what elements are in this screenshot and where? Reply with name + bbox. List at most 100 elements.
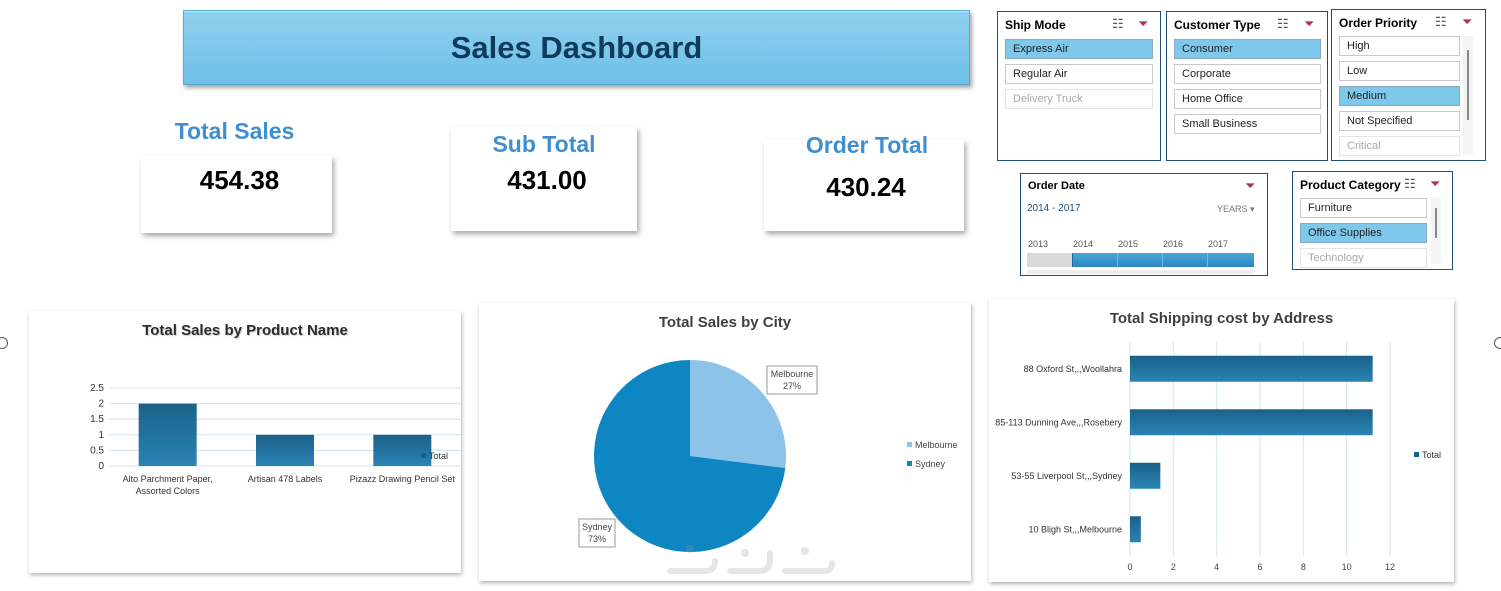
legend-label: Total [1422, 450, 1441, 460]
bar [1130, 516, 1141, 543]
data-label: Sydney [582, 522, 613, 532]
slicer-item-corporate[interactable]: Corporate [1174, 64, 1321, 84]
slicer-item-regular-air[interactable]: Regular Air [1005, 64, 1153, 84]
timeline-title: Order Date [1028, 180, 1085, 192]
timeline-year-label: 2016 [1163, 239, 1184, 249]
dashboard-title: Sales Dashboard [183, 10, 970, 85]
scroll-left-handle[interactable] [0, 337, 8, 349]
multi-select-icon[interactable]: ☷ [1404, 176, 1416, 191]
bar [1130, 355, 1373, 382]
slicer-item-medium[interactable]: Medium [1339, 86, 1460, 106]
slicer-item-technology[interactable]: Technology [1300, 248, 1427, 268]
timeline-year-label: 2017 [1208, 239, 1229, 249]
pie-slice [690, 360, 786, 469]
timeline-selected-range[interactable] [1072, 253, 1254, 267]
slicer-item-delivery-truck[interactable]: Delivery Truck [1005, 89, 1153, 109]
timeline-level-dropdown[interactable]: YEARS ▾ [1217, 204, 1255, 214]
multi-select-icon[interactable]: ☷ [1112, 16, 1124, 31]
multi-select-icon[interactable]: ☷ [1277, 16, 1289, 31]
legend-label: Total [429, 451, 448, 461]
y-tick-label: 1 [98, 430, 104, 441]
data-label-box [766, 365, 818, 395]
y-tick-label: 85-113 Dunning Ave,,,Rosebery [995, 417, 1122, 427]
multi-select-icon[interactable]: ☷ [1435, 14, 1447, 29]
x-tick-label: 6 [1257, 562, 1262, 572]
slicer-scrollbar[interactable] [1463, 36, 1473, 154]
slicer-order-priority: Order Priority ☷ ⏷ High Low Medium Not S… [1331, 9, 1486, 161]
x-tick-label: Assorted Colors [136, 486, 201, 496]
slicer-scrollbar[interactable] [1431, 198, 1441, 264]
data-label: Melbourne [771, 369, 814, 379]
clear-filter-icon[interactable]: ⏷ [1430, 176, 1441, 191]
x-tick-label: Alto Parchment Paper, [123, 474, 213, 484]
data-label-box [578, 518, 616, 548]
legend-swatch [907, 461, 912, 466]
legend-swatch [907, 442, 912, 447]
kpi-value-order-total: 430.24 [826, 172, 906, 202]
clear-filter-icon[interactable]: ⏷ [1138, 16, 1149, 31]
legend-label: Melbourne [915, 440, 958, 450]
bar-chart: 0 0.5 1 1.5 2 2.5 Alto Parchment Paper, Assorte… [90, 383, 461, 496]
x-tick-label: 8 [1301, 562, 1306, 572]
kpi-title-order-total: Order Total [805, 132, 929, 158]
x-tick-label: 0 [1127, 562, 1132, 572]
slicer-item-office-supplies[interactable]: Office Supplies [1300, 223, 1427, 243]
x-tick-label: Artisan 478 Labels [248, 474, 323, 484]
slicer-item-critical[interactable]: Critical [1339, 136, 1460, 156]
bar [1130, 462, 1161, 489]
data-label-value: 27% [783, 381, 801, 391]
slicer-item-not-specified[interactable]: Not Specified [1339, 111, 1460, 131]
watermark-logo [660, 535, 840, 581]
scroll-right-handle[interactable] [1494, 337, 1501, 349]
x-tick-label: 4 [1214, 562, 1219, 572]
timeline-year-label: 2015 [1118, 239, 1139, 249]
slicer-item-express-air[interactable]: Express Air [1005, 39, 1153, 59]
pie-slice [594, 360, 786, 552]
slicer-item-high[interactable]: High [1339, 36, 1460, 56]
kpi-card-total-sales [141, 156, 332, 233]
bar [138, 403, 197, 466]
chart-shipping-by-address: Total Shipping cost by Address 0 2 4 6 8 10 12… [989, 299, 1454, 582]
x-tick-label: 12 [1385, 562, 1395, 572]
timeline-divider [1162, 253, 1163, 267]
pie-chart: Melbourne 27% Sydney 73% Melbourne Sydney [578, 360, 958, 552]
chart-title: Total Shipping cost by Address [1109, 310, 1334, 327]
timeline-period-unselected[interactable] [1027, 253, 1072, 267]
kpi-title-total-sales: Total Sales [174, 118, 295, 144]
timeline-divider [1117, 253, 1118, 267]
slicer-title: Ship Mode [1005, 18, 1066, 32]
clear-filter-icon[interactable]: ⏷ [1462, 14, 1473, 29]
clear-filter-icon[interactable]: ⏷ [1304, 16, 1315, 31]
watermark-icon [667, 545, 835, 574]
timeline-range: 2014 - 2017 [1027, 203, 1081, 214]
legend-swatch [421, 453, 426, 458]
x-tick-label: 10 [1342, 562, 1352, 572]
slicer-product-category: Product Category ☷ ⏷ Furniture Office Su… [1292, 171, 1453, 270]
y-tick-label: 2.5 [90, 383, 104, 394]
chart-sales-by-city: Total Sales by City Melbourne 27% Sydney 73… [479, 303, 971, 581]
slicer-item-consumer[interactable]: Consumer [1174, 39, 1321, 59]
timeline-scrollbar[interactable] [1027, 270, 1255, 274]
y-tick-label: 10 Bligh St,,,Melbourne [1028, 524, 1122, 534]
kpi-value-total-sales: 454.38 [199, 165, 280, 195]
slicer-item-home-office[interactable]: Home Office [1174, 89, 1321, 109]
slicer-title: Customer Type [1174, 18, 1261, 32]
timeline-year-label: 2014 [1073, 239, 1094, 249]
chart-title: Total Sales by Product Name [142, 322, 348, 339]
bar [256, 434, 314, 466]
horizontal-bar-chart: 0 2 4 6 8 10 12 88 Oxford St,,,Woollahra 85-113 … [995, 342, 1441, 572]
slicer-title: Product Category [1300, 178, 1401, 192]
y-tick-label: 0 [98, 461, 104, 472]
timeline-order-date: Order Date ⏷ 2014 - 2017 YEARS ▾ 2013 20… [1020, 173, 1268, 276]
kpi-title-sub-total: Sub Total [492, 131, 596, 157]
slicer-item-small-business[interactable]: Small Business [1174, 114, 1321, 134]
clear-filter-icon[interactable]: ⏷ [1245, 178, 1256, 193]
bar [1130, 409, 1373, 436]
timeline-divider [1207, 253, 1208, 267]
slicer-item-furniture[interactable]: Furniture [1300, 198, 1427, 218]
legend-swatch [1414, 452, 1419, 457]
slicer-title: Order Priority [1339, 16, 1418, 30]
y-tick-label: 53-55 Liverpool St,,,Sydney [1011, 471, 1122, 481]
slicer-item-low[interactable]: Low [1339, 61, 1460, 81]
chart-title: Total Sales by City [658, 314, 792, 331]
